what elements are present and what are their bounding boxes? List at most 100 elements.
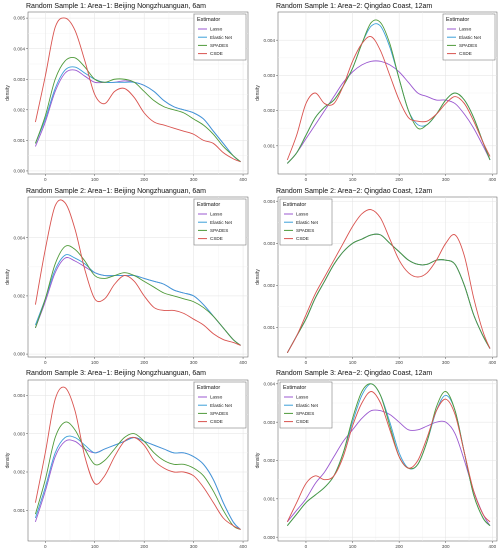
legend: Estimator Lasso Elastic Net SPADES CSDE xyxy=(442,13,496,61)
series-line-spades xyxy=(286,19,491,164)
chart-panel-3: Random Sample 2: Area−1: Beijing Nongzhu… xyxy=(5,188,249,365)
x-tick-label: 0 xyxy=(305,177,308,182)
y-tick-label: 0.004 xyxy=(14,46,26,51)
chart-title: Random Sample 2: Area−1: Beijing Nongzhu… xyxy=(26,188,206,195)
x-tick-label: 100 xyxy=(91,177,99,182)
x-tick-label: 400 xyxy=(239,177,247,182)
legend-label: CSDE xyxy=(210,419,223,424)
x-tick-label: 200 xyxy=(395,360,403,365)
y-tick-label: 0.004 xyxy=(264,381,276,386)
legend-label: Lasso xyxy=(459,27,472,32)
chart-panel-4: Random Sample 2: Area−2: Qingdao Coast, … xyxy=(255,188,498,365)
y-tick-label: 0.002 xyxy=(14,107,26,112)
legend-title: Estimator xyxy=(197,202,220,208)
chart-panel-5: Random Sample 3: Area−1: Beijing Nongzhu… xyxy=(5,370,249,549)
series-line-csde xyxy=(34,17,241,163)
series-line-elastic-net xyxy=(35,66,241,163)
y-tick-label: 0.002 xyxy=(264,458,276,463)
y-tick-label: 0.000 xyxy=(264,535,276,540)
chart-panel-2: Random Sample 1: Area−2: Qingdao Coast, … xyxy=(255,3,498,182)
series-line-spades xyxy=(286,233,491,354)
y-tick-label: 0.001 xyxy=(264,496,276,501)
x-tick-label: 100 xyxy=(349,360,357,365)
legend-label: CSDE xyxy=(210,236,223,241)
y-tick-label: 0.003 xyxy=(14,77,26,82)
chart-title: Random Sample 1: Area−2: Qingdao Coast, … xyxy=(276,3,432,10)
y-tick-label: 0.002 xyxy=(264,283,276,288)
series-line-csde xyxy=(34,199,241,346)
legend-title: Estimator xyxy=(283,202,306,208)
legend: Estimator Lasso Elastic Net SPADES CSDE xyxy=(193,381,247,429)
y-axis-label: density xyxy=(5,269,11,285)
y-tick-label: 0.002 xyxy=(14,294,26,299)
series-line-lasso xyxy=(286,60,491,164)
y-tick-label: 0.003 xyxy=(14,431,26,436)
legend-label: Lasso xyxy=(296,212,309,217)
series-group xyxy=(286,209,491,354)
x-tick-label: 100 xyxy=(91,360,99,365)
y-tick-label: 0.004 xyxy=(264,38,276,43)
y-tick-label: 0.001 xyxy=(264,325,276,330)
y-tick-label: 0.002 xyxy=(14,470,26,475)
legend-label: Elastic Net xyxy=(296,220,319,225)
legend-title: Estimator xyxy=(197,17,220,23)
x-tick-label: 0 xyxy=(44,177,47,182)
x-tick-label: 100 xyxy=(349,177,357,182)
chart-title: Random Sample 1: Area−1: Beijing Nongzhu… xyxy=(26,3,206,10)
y-tick-label: 0.003 xyxy=(264,73,276,78)
x-tick-label: 0 xyxy=(305,544,308,549)
series-group xyxy=(286,383,491,526)
legend: Estimator Lasso Elastic Net SPADES CSDE xyxy=(193,13,247,61)
x-tick-label: 400 xyxy=(489,544,497,549)
legend-label: CSDE xyxy=(296,419,309,424)
legend-label: Elastic Net xyxy=(210,220,233,225)
chart-panel-1: Random Sample 1: Area−1: Beijing Nongzhu… xyxy=(5,3,249,182)
series-line-lasso xyxy=(286,409,491,526)
x-tick-label: 400 xyxy=(489,360,497,365)
y-tick-label: 0.004 xyxy=(14,235,26,240)
y-axis-label: density xyxy=(5,452,11,468)
legend-label: Lasso xyxy=(210,395,223,400)
y-tick-label: 0.001 xyxy=(14,138,26,143)
x-tick-label: 0 xyxy=(44,544,47,549)
y-tick-label: 0.004 xyxy=(14,393,26,398)
legend-label: SPADES xyxy=(210,43,228,48)
legend-label: SPADES xyxy=(210,228,228,233)
series-line-spades xyxy=(34,56,241,163)
x-tick-label: 200 xyxy=(395,544,403,549)
legend: Estimator Lasso Elastic Net SPADES CSDE xyxy=(279,381,333,429)
legend-label: CSDE xyxy=(296,236,309,241)
y-tick-label: 0.001 xyxy=(264,143,276,148)
x-tick-label: 300 xyxy=(442,544,450,549)
y-axis-label: density xyxy=(255,85,261,101)
y-tick-label: 0.003 xyxy=(264,241,276,246)
legend-label: Elastic Net xyxy=(296,403,319,408)
series-line-csde xyxy=(286,391,491,523)
series-line-spades xyxy=(34,421,241,530)
x-tick-label: 300 xyxy=(190,177,198,182)
legend-label: Elastic Net xyxy=(459,35,482,40)
x-tick-label: 0 xyxy=(44,360,47,365)
x-tick-label: 200 xyxy=(140,360,148,365)
legend: Estimator Lasso Elastic Net SPADES CSDE xyxy=(193,198,247,246)
y-tick-label: 0.000 xyxy=(14,352,26,357)
legend-label: SPADES xyxy=(296,228,314,233)
chart-title: Random Sample 3: Area−1: Beijing Nongzhu… xyxy=(26,370,206,377)
y-tick-label: 0.002 xyxy=(264,108,276,113)
chart-title: Random Sample 2: Area−2: Qingdao Coast, … xyxy=(276,188,432,195)
series-line-csde xyxy=(286,36,491,161)
x-tick-label: 400 xyxy=(489,177,497,182)
x-tick-label: 300 xyxy=(190,544,198,549)
series-line-csde xyxy=(286,209,491,354)
y-tick-label: 0.001 xyxy=(14,508,26,513)
legend-label: CSDE xyxy=(459,51,472,56)
series-line-elastic-net xyxy=(34,254,241,346)
series-line-spades xyxy=(34,245,241,346)
series-line-csde xyxy=(34,386,241,530)
legend-title: Estimator xyxy=(197,385,220,391)
legend-title: Estimator xyxy=(283,385,306,391)
legend-label: Lasso xyxy=(210,27,223,32)
series-group xyxy=(286,19,491,164)
x-tick-label: 200 xyxy=(395,177,403,182)
